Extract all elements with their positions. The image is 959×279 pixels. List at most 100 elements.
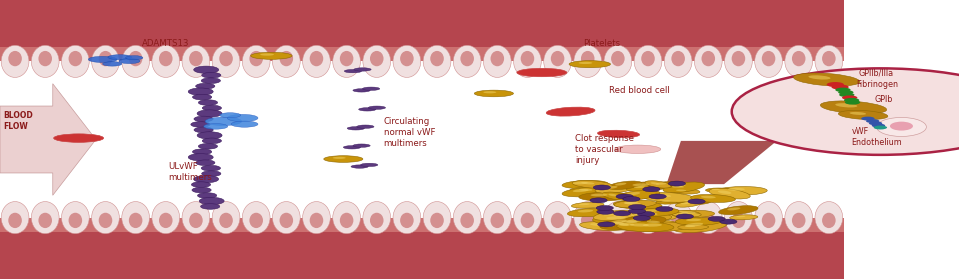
Ellipse shape bbox=[614, 214, 629, 217]
Ellipse shape bbox=[694, 45, 722, 77]
Ellipse shape bbox=[573, 182, 588, 184]
Ellipse shape bbox=[626, 185, 660, 191]
Ellipse shape bbox=[673, 211, 700, 216]
Ellipse shape bbox=[608, 181, 642, 189]
Ellipse shape bbox=[615, 145, 661, 153]
Ellipse shape bbox=[792, 51, 806, 66]
Ellipse shape bbox=[363, 45, 390, 77]
Circle shape bbox=[628, 209, 645, 214]
Ellipse shape bbox=[491, 51, 504, 66]
Circle shape bbox=[874, 126, 887, 129]
Ellipse shape bbox=[643, 212, 658, 215]
Circle shape bbox=[188, 88, 213, 95]
Ellipse shape bbox=[280, 51, 293, 66]
Ellipse shape bbox=[605, 220, 649, 231]
Circle shape bbox=[199, 143, 218, 149]
Text: ADAMTS13: ADAMTS13 bbox=[142, 39, 190, 48]
Circle shape bbox=[194, 116, 213, 122]
Circle shape bbox=[198, 132, 222, 139]
Ellipse shape bbox=[645, 181, 671, 188]
Ellipse shape bbox=[400, 213, 413, 228]
Ellipse shape bbox=[850, 112, 866, 115]
Ellipse shape bbox=[679, 213, 689, 215]
Ellipse shape bbox=[189, 51, 202, 66]
Ellipse shape bbox=[547, 107, 595, 116]
Circle shape bbox=[198, 110, 222, 117]
Ellipse shape bbox=[613, 222, 624, 224]
Ellipse shape bbox=[393, 45, 421, 77]
Ellipse shape bbox=[573, 189, 589, 192]
Ellipse shape bbox=[129, 51, 142, 66]
Ellipse shape bbox=[709, 188, 750, 199]
Ellipse shape bbox=[581, 213, 595, 228]
Ellipse shape bbox=[647, 194, 681, 201]
Ellipse shape bbox=[706, 188, 731, 192]
Text: Circulating
normal vWF
multimers: Circulating normal vWF multimers bbox=[384, 117, 435, 148]
Ellipse shape bbox=[152, 45, 179, 77]
Ellipse shape bbox=[550, 213, 565, 228]
Ellipse shape bbox=[581, 51, 595, 66]
Ellipse shape bbox=[423, 201, 451, 234]
Ellipse shape bbox=[596, 184, 636, 193]
Ellipse shape bbox=[370, 213, 384, 228]
Ellipse shape bbox=[310, 51, 323, 66]
Ellipse shape bbox=[159, 213, 173, 228]
Ellipse shape bbox=[573, 201, 601, 234]
Ellipse shape bbox=[578, 62, 593, 64]
Ellipse shape bbox=[491, 213, 504, 228]
Circle shape bbox=[643, 187, 660, 192]
Circle shape bbox=[668, 181, 686, 186]
Ellipse shape bbox=[634, 201, 662, 234]
Ellipse shape bbox=[613, 201, 662, 209]
Ellipse shape bbox=[107, 55, 132, 60]
Circle shape bbox=[656, 206, 673, 211]
Ellipse shape bbox=[333, 45, 361, 77]
Ellipse shape bbox=[702, 51, 715, 66]
Circle shape bbox=[827, 82, 844, 87]
Ellipse shape bbox=[579, 189, 593, 191]
Ellipse shape bbox=[725, 45, 752, 77]
Ellipse shape bbox=[686, 219, 701, 221]
Ellipse shape bbox=[361, 163, 378, 167]
Ellipse shape bbox=[643, 223, 662, 227]
Ellipse shape bbox=[681, 211, 695, 214]
Ellipse shape bbox=[671, 210, 714, 218]
Ellipse shape bbox=[550, 51, 565, 66]
Ellipse shape bbox=[755, 45, 783, 77]
Circle shape bbox=[688, 199, 705, 204]
Ellipse shape bbox=[250, 52, 292, 59]
Ellipse shape bbox=[354, 68, 371, 71]
Ellipse shape bbox=[272, 201, 300, 234]
Text: ULvWF
multimers: ULvWF multimers bbox=[168, 162, 212, 182]
Ellipse shape bbox=[608, 194, 618, 196]
Ellipse shape bbox=[737, 216, 745, 217]
Ellipse shape bbox=[646, 221, 660, 223]
Circle shape bbox=[649, 194, 667, 199]
Circle shape bbox=[194, 66, 219, 73]
Ellipse shape bbox=[614, 200, 656, 208]
Ellipse shape bbox=[272, 45, 300, 77]
Ellipse shape bbox=[665, 201, 692, 234]
Ellipse shape bbox=[578, 210, 593, 212]
Ellipse shape bbox=[454, 45, 481, 77]
Ellipse shape bbox=[712, 189, 720, 190]
Ellipse shape bbox=[732, 213, 745, 228]
Ellipse shape bbox=[761, 51, 776, 66]
Ellipse shape bbox=[357, 125, 374, 128]
Ellipse shape bbox=[579, 192, 630, 201]
Ellipse shape bbox=[643, 210, 659, 212]
Text: Fibrinogen: Fibrinogen bbox=[856, 80, 899, 89]
Circle shape bbox=[831, 85, 849, 90]
Circle shape bbox=[201, 171, 221, 176]
Ellipse shape bbox=[517, 68, 567, 77]
Circle shape bbox=[194, 175, 219, 183]
Ellipse shape bbox=[562, 181, 608, 189]
Ellipse shape bbox=[676, 189, 687, 191]
Ellipse shape bbox=[61, 45, 89, 77]
Ellipse shape bbox=[621, 220, 638, 223]
Ellipse shape bbox=[568, 208, 614, 217]
Ellipse shape bbox=[544, 201, 572, 234]
Ellipse shape bbox=[665, 45, 692, 77]
Ellipse shape bbox=[684, 200, 695, 202]
Ellipse shape bbox=[663, 182, 705, 193]
